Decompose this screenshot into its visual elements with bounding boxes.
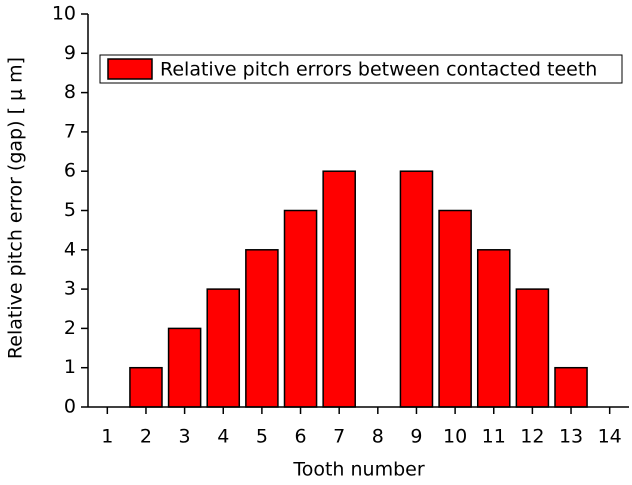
x-tick-label: 6: [294, 426, 306, 448]
y-tick-label: 7: [64, 120, 76, 142]
y-tick-label: 5: [64, 199, 76, 221]
x-tick-label: 9: [410, 426, 422, 448]
legend-swatch: [107, 58, 153, 80]
y-tick-label: 9: [64, 42, 76, 64]
bar: [245, 249, 279, 408]
bar: [515, 288, 550, 408]
bar: [476, 249, 511, 408]
x-tick-label: 12: [520, 426, 544, 448]
x-tick-label: 14: [598, 426, 622, 448]
y-tick-label: 4: [64, 238, 76, 260]
legend-box: [99, 54, 623, 84]
x-tick-label: 5: [256, 426, 268, 448]
legend-label: Relative pitch errors between contacted …: [160, 59, 597, 81]
bar: [206, 288, 241, 408]
bar: [399, 170, 434, 408]
x-tick-label: 13: [559, 426, 583, 448]
y-tick-label: 3: [64, 278, 76, 300]
y-tick-label: 0: [64, 396, 76, 418]
y-tick-label: 6: [64, 160, 76, 182]
bar: [554, 366, 588, 408]
x-tick-label: 10: [443, 426, 467, 448]
x-tick-label: 3: [179, 426, 191, 448]
bar: [129, 366, 163, 408]
y-tick-label: 8: [64, 81, 76, 103]
x-tick-label: 1: [101, 426, 113, 448]
x-axis-label: Tooth number: [292, 459, 425, 481]
x-tick-label: 2: [140, 426, 152, 448]
x-tick-label: 8: [372, 426, 384, 448]
y-tick-label: 2: [64, 317, 76, 339]
y-tick-label: 10: [52, 3, 76, 25]
x-tick-label: 11: [482, 426, 506, 448]
x-tick-label: 4: [217, 426, 229, 448]
x-tick-label: 7: [333, 426, 345, 448]
bar: [438, 209, 472, 408]
y-axis-label: Relative pitch error (gap) [ μ m]: [5, 57, 27, 359]
bar: [283, 209, 318, 408]
y-tick-label: 1: [64, 356, 76, 378]
bar: [322, 170, 356, 408]
bar: [167, 327, 202, 408]
